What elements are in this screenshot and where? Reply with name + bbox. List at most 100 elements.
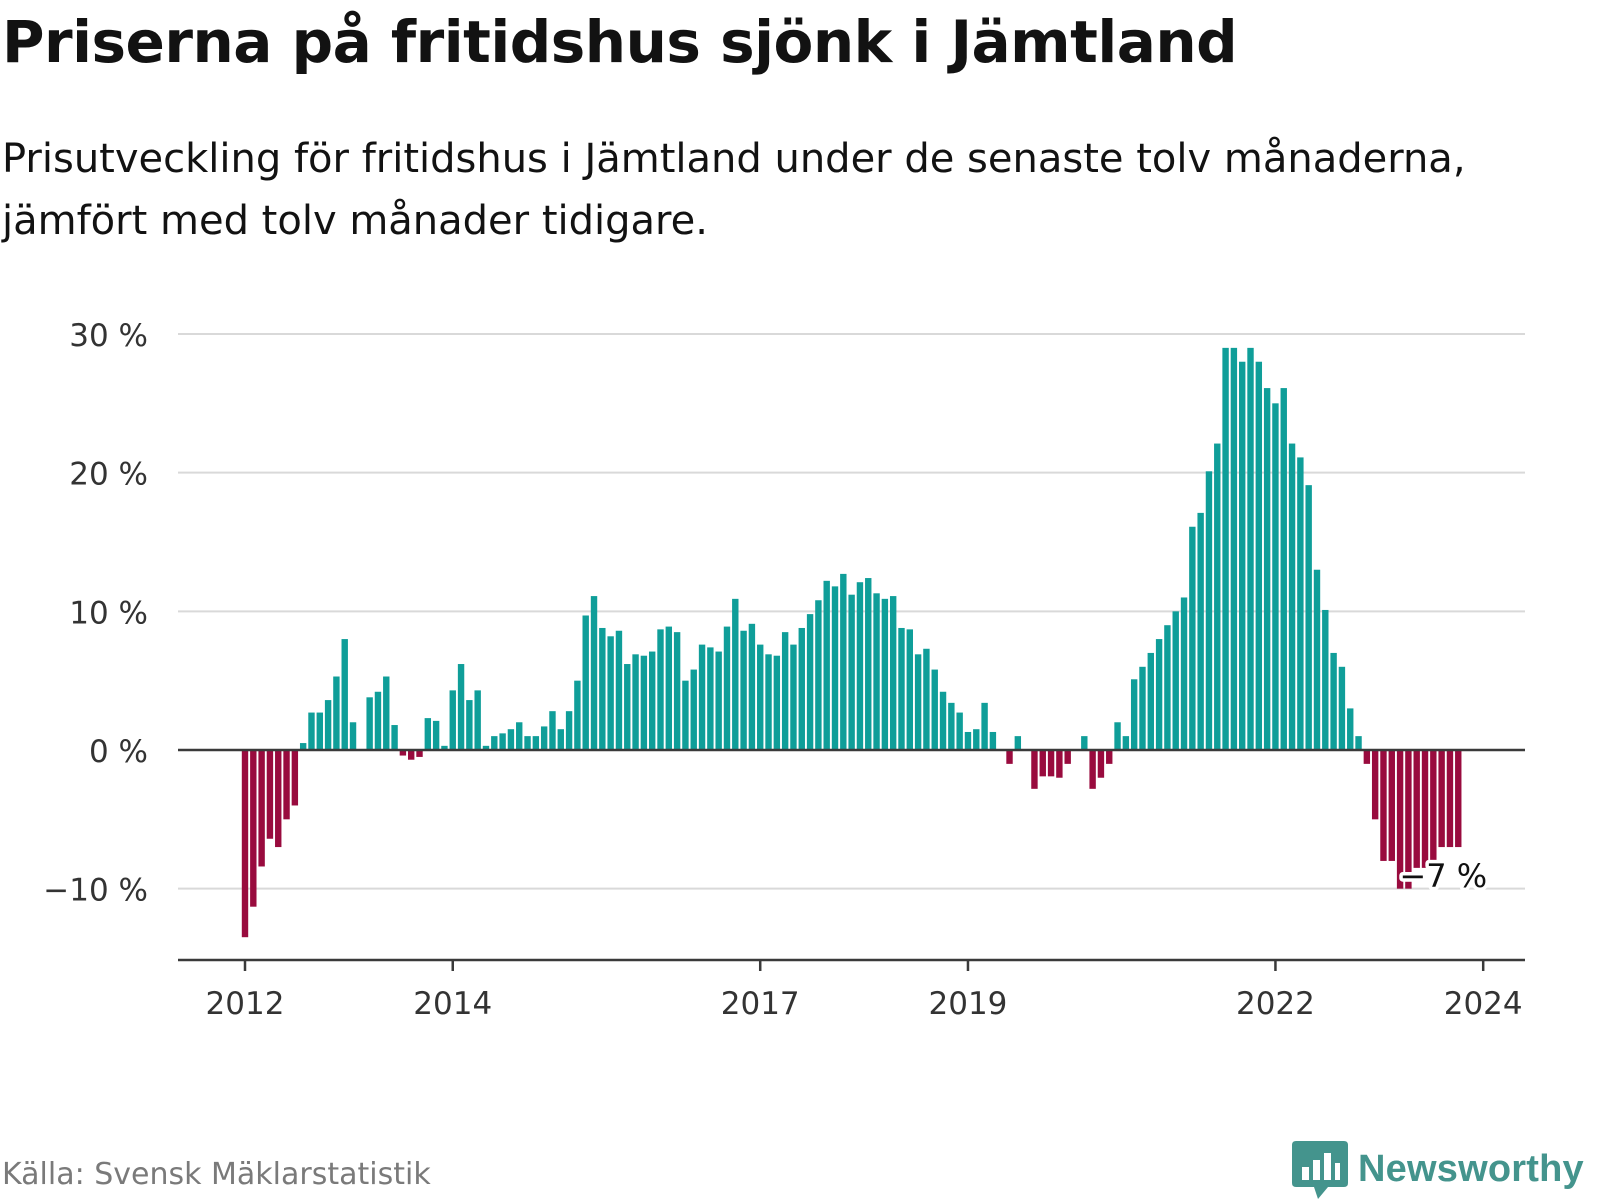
bar	[682, 680, 689, 750]
bar	[657, 629, 664, 750]
x-tick-label: 2019	[929, 986, 1008, 1022]
x-axis: 2012 2014 2017 2019 2022 2024	[178, 748, 1525, 1022]
bar	[1313, 569, 1321, 750]
bar	[457, 664, 465, 750]
page-title: Priserna på fritidshus sjönk i Jämtland	[2, 8, 1238, 76]
bar	[973, 729, 980, 750]
bar	[507, 729, 515, 750]
bar	[283, 750, 290, 820]
newsworthy-logo[interactable]: Newsworthy	[1292, 1139, 1600, 1200]
bar	[964, 731, 972, 750]
bar	[424, 718, 432, 750]
bar	[1130, 679, 1138, 750]
bar	[798, 627, 805, 750]
bar	[1180, 597, 1188, 750]
bar	[1106, 750, 1113, 764]
bar	[690, 669, 697, 750]
bar	[466, 700, 473, 750]
bar	[757, 644, 764, 750]
bar	[1280, 388, 1287, 750]
bar	[1347, 708, 1354, 750]
bar	[889, 596, 897, 750]
bar	[574, 680, 581, 750]
bar	[1006, 750, 1013, 764]
bar	[474, 690, 481, 750]
bar	[1371, 750, 1379, 820]
bar	[399, 750, 407, 756]
bar	[1014, 736, 1022, 750]
bar	[308, 712, 315, 750]
bar	[831, 586, 839, 750]
bar	[607, 636, 614, 750]
bar	[540, 726, 548, 750]
bar	[549, 711, 556, 750]
bar	[482, 745, 490, 750]
bar	[1388, 750, 1395, 861]
bar	[1363, 750, 1371, 764]
bar	[275, 750, 282, 848]
bar	[865, 578, 872, 750]
bar	[1338, 666, 1346, 750]
bar	[1081, 736, 1088, 750]
bar	[715, 651, 722, 750]
bar	[1413, 750, 1420, 868]
bar	[956, 712, 963, 750]
bar	[366, 697, 373, 750]
bar	[1197, 512, 1204, 750]
bar	[873, 593, 880, 750]
bar	[981, 702, 988, 750]
bar-chart: 30 % 20 % 10 % 0 % −10 % 2012 2014 2017 2019 202…	[43, 318, 1525, 1022]
bar	[1230, 347, 1238, 750]
bar	[640, 655, 648, 750]
bar	[740, 630, 747, 750]
bar	[840, 573, 847, 750]
bar	[1164, 625, 1171, 750]
bar	[1056, 750, 1063, 778]
bar	[383, 676, 390, 750]
bar	[1064, 750, 1071, 764]
bar	[1355, 736, 1362, 750]
bar	[948, 702, 955, 750]
bar	[582, 615, 589, 750]
bar	[806, 614, 814, 750]
bar	[449, 690, 456, 750]
bar	[349, 722, 357, 750]
bar	[881, 598, 889, 750]
y-tick-label: 10 %	[69, 595, 148, 631]
y-tick-label: 30 %	[69, 318, 148, 354]
bar	[848, 594, 855, 750]
bar	[1097, 750, 1105, 778]
bar	[499, 733, 506, 750]
bar	[333, 676, 340, 750]
bar	[432, 720, 440, 750]
bar	[408, 750, 415, 760]
bar	[914, 654, 922, 750]
bar	[341, 639, 348, 750]
bar	[790, 644, 797, 750]
bar	[1305, 485, 1312, 750]
bar	[557, 729, 564, 750]
bar	[906, 629, 913, 750]
y-tick-label: −10 %	[43, 873, 148, 909]
bar	[1147, 652, 1154, 750]
bar	[416, 750, 423, 757]
bar	[1297, 457, 1304, 750]
bar	[1288, 443, 1296, 750]
last-value-label: −7 %	[1399, 857, 1487, 895]
bar-chart-speech-bubble-icon	[1292, 1140, 1348, 1199]
bar	[1031, 750, 1038, 789]
bar	[624, 664, 631, 750]
bar	[266, 750, 274, 839]
bar	[615, 630, 623, 750]
bar	[524, 736, 531, 750]
bar	[648, 651, 656, 750]
source-note: Källa: Svensk Mäklarstatistik	[2, 1157, 431, 1192]
bar	[1039, 750, 1046, 777]
bar	[324, 700, 332, 750]
x-tick-label: 2014	[413, 986, 492, 1022]
bar	[599, 627, 606, 750]
x-tick-label: 2012	[206, 986, 285, 1022]
bar	[299, 743, 307, 750]
bar	[1222, 347, 1229, 750]
bar	[590, 596, 598, 750]
